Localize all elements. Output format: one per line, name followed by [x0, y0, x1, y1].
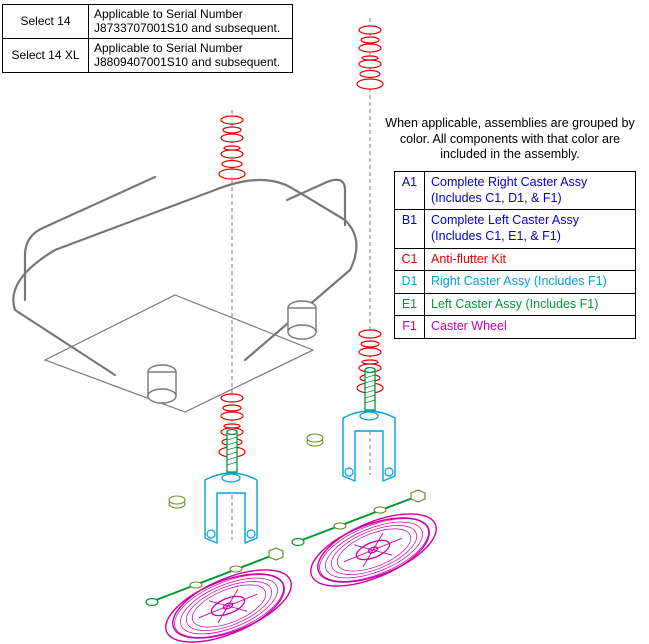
- assy-code-cell: B1: [395, 210, 425, 248]
- assy-desc-cell: Complete Left Caster Assy (Includes C1, …: [425, 210, 636, 248]
- serial-desc-cell: Applicable to Serial Number J8809407001S…: [89, 38, 293, 72]
- table-row: F1 Caster Wheel: [395, 316, 636, 339]
- serial-model-cell: Select 14: [3, 5, 89, 39]
- table-row: Select 14 XL Applicable to Serial Number…: [3, 38, 293, 72]
- table-row: C1 Anti-flutter Kit: [395, 248, 636, 271]
- assembly-table: A1 Complete Right Caster Assy (Includes …: [394, 171, 636, 339]
- assy-code-cell: F1: [395, 316, 425, 339]
- grouping-note: When applicable, assemblies are grouped …: [380, 116, 640, 163]
- serial-desc-cell: Applicable to Serial Number J8733707001S…: [89, 5, 293, 39]
- assy-code-cell: E1: [395, 293, 425, 316]
- assy-desc-cell: Right Caster Assy (Includes F1): [425, 271, 636, 294]
- assy-code-cell: C1: [395, 248, 425, 271]
- serial-model-cell: Select 14 XL: [3, 38, 89, 72]
- assy-code-cell: A1: [395, 172, 425, 210]
- table-row: B1 Complete Left Caster Assy (Includes C…: [395, 210, 636, 248]
- serial-table: Select 14 Applicable to Serial Number J8…: [2, 4, 293, 73]
- table-row: E1 Left Caster Assy (Includes F1): [395, 293, 636, 316]
- assy-code-cell: D1: [395, 271, 425, 294]
- assy-desc-cell: Anti-flutter Kit: [425, 248, 636, 271]
- assy-desc-cell: Left Caster Assy (Includes F1): [425, 293, 636, 316]
- table-row: Select 14 Applicable to Serial Number J8…: [3, 5, 293, 39]
- assy-desc-cell: Complete Right Caster Assy (Includes C1,…: [425, 172, 636, 210]
- table-row: D1 Right Caster Assy (Includes F1): [395, 271, 636, 294]
- table-row: A1 Complete Right Caster Assy (Includes …: [395, 172, 636, 210]
- assy-desc-cell: Caster Wheel: [425, 316, 636, 339]
